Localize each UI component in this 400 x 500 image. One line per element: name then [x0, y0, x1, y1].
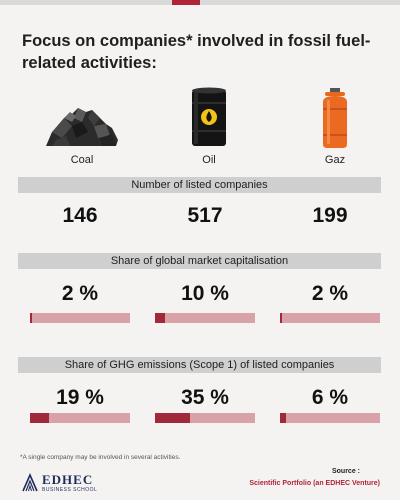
value-gaz-listed: 199: [312, 204, 348, 227]
edhec-logo-icon: [22, 473, 38, 492]
value-coal-listed: 146: [62, 204, 98, 227]
value-oil-listed: 517: [187, 204, 223, 227]
bar-track: [280, 413, 380, 423]
oil-label: Oil: [202, 154, 216, 166]
bar-fill: [280, 313, 282, 323]
section-band-listed-companies: Number of listed companies: [18, 177, 381, 193]
section-band-ghg-emissions: Share of GHG emissions (Scope 1) of list…: [18, 357, 381, 373]
source-label: Source :: [331, 468, 360, 475]
gaz-label: Gaz: [324, 154, 346, 166]
source-value: Scientific Portfolio (an EDHEC Venture): [249, 480, 380, 487]
value-coal-market-cap: 2 %: [61, 282, 99, 305]
coal-icon: [46, 108, 118, 146]
bar-fill: [30, 413, 49, 423]
bar-fill: [155, 413, 190, 423]
bar-fill: [30, 313, 32, 323]
bar-track: [30, 413, 130, 423]
top-bar-gray: [0, 0, 400, 5]
bar-fill: [155, 313, 165, 323]
value-gaz-market-cap: 2 %: [311, 282, 349, 305]
value-oil-ghg: 35 %: [181, 386, 229, 409]
bar-track: [30, 313, 130, 323]
oil-barrel-icon: [192, 87, 226, 146]
bar-track: [280, 313, 380, 323]
coal-label: Coal: [70, 154, 94, 166]
value-coal-ghg: 19 %: [56, 386, 104, 409]
bar-track: [155, 313, 255, 323]
top-bar-accent: [172, 0, 200, 5]
value-gaz-ghg: 6 %: [311, 386, 349, 409]
logo-subtitle: BUSINESS SCHOOL: [42, 487, 98, 493]
bar-fill: [280, 413, 286, 423]
bar-track: [155, 413, 255, 423]
logo-name: EDHEC: [42, 472, 94, 487]
gas-cylinder-icon: [323, 88, 347, 148]
value-oil-market-cap: 10 %: [181, 282, 229, 305]
page-title: Focus on companies* involved in fossil f…: [22, 32, 371, 72]
top-bar: [0, 0, 400, 5]
footnote: *A single company may be involved in sev…: [20, 454, 181, 461]
section-band-market-cap: Share of global market capitalisation: [18, 253, 381, 269]
edhec-logo: EDHEC BUSINESS SCHOOL: [20, 472, 130, 494]
